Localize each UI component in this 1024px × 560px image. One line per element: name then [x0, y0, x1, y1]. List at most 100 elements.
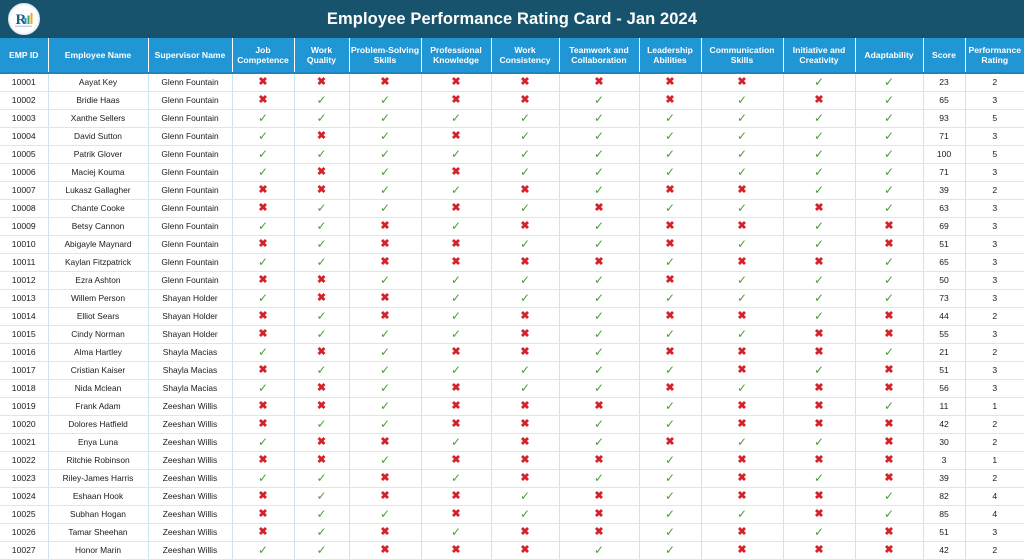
cell-teamwork-collaboration[interactable]: ✖ — [559, 253, 640, 272]
cell-job-competence[interactable]: ✖ — [232, 181, 295, 200]
table-row[interactable]: 10001 Aayat Key Glenn Fountain ✖ ✖ ✖ ✖ ✖ ✖ ✖ ✖ ✓ ✓ 23… — [0, 73, 1024, 92]
cell-work-quality[interactable]: ✓ — [294, 505, 350, 524]
table-row[interactable]: 10016 Alma Hartley Shayla Macias ✓ ✖ ✓ ✖ ✖ ✓ ✖ ✖ ✖ ✓… — [0, 343, 1024, 362]
cell-job-competence[interactable]: ✖ — [232, 397, 295, 416]
cell-initiative-creativity[interactable]: ✓ — [783, 109, 856, 128]
cell-teamwork-collaboration[interactable]: ✓ — [559, 361, 640, 380]
table-row[interactable]: 10005 Patrik Glover Glenn Fountain ✓ ✓ ✓ ✓ ✓ ✓ ✓ ✓… — [0, 145, 1024, 164]
cell-job-competence[interactable]: ✖ — [232, 199, 295, 218]
cell-initiative-creativity[interactable]: ✓ — [783, 217, 856, 236]
cell-problem-solving-skills[interactable]: ✖ — [349, 541, 422, 560]
cell-leadership-abilities[interactable]: ✓ — [639, 469, 702, 488]
cell-professional-knowledge[interactable]: ✖ — [421, 199, 492, 218]
cell-problem-solving-skills[interactable]: ✖ — [349, 235, 422, 254]
cell-adaptability[interactable]: ✖ — [855, 379, 924, 398]
cell-adaptability[interactable]: ✓ — [855, 181, 924, 200]
cell-work-consistency[interactable]: ✓ — [491, 505, 560, 524]
cell-communication-skills[interactable]: ✓ — [701, 235, 784, 254]
cell-work-consistency[interactable]: ✖ — [491, 523, 560, 542]
cell-problem-solving-skills[interactable]: ✖ — [349, 253, 422, 272]
cell-adaptability[interactable]: ✖ — [855, 451, 924, 470]
cell-job-competence[interactable]: ✖ — [232, 361, 295, 380]
table-row[interactable]: 10021 Enya Luna Zeeshan Willis ✓ ✖ ✖ ✓ ✖ ✓ ✖ ✓ ✓ ✖ 30… — [0, 433, 1024, 452]
cell-adaptability[interactable]: ✓ — [855, 127, 924, 146]
table-row[interactable]: 10009 Betsy Cannon Glenn Fountain ✓ ✓ ✖ ✓ ✖ ✓ ✖ ✖ ✓… — [0, 217, 1024, 236]
cell-job-competence[interactable]: ✖ — [232, 91, 295, 110]
cell-communication-skills[interactable]: ✓ — [701, 163, 784, 182]
col-header-score[interactable]: Score — [923, 38, 966, 74]
cell-teamwork-collaboration[interactable]: ✓ — [559, 415, 640, 434]
cell-communication-skills[interactable]: ✖ — [701, 307, 784, 326]
cell-problem-solving-skills[interactable]: ✖ — [349, 307, 422, 326]
cell-problem-solving-skills[interactable]: ✓ — [349, 163, 422, 182]
cell-leadership-abilities[interactable]: ✓ — [639, 253, 702, 272]
col-header-professional-knowledge[interactable]: Professional Knowledge — [421, 38, 492, 74]
cell-adaptability[interactable]: ✖ — [855, 217, 924, 236]
cell-job-competence[interactable]: ✓ — [232, 379, 295, 398]
col-header-work-quality[interactable]: Work Quality — [294, 38, 350, 74]
cell-communication-skills[interactable]: ✖ — [701, 415, 784, 434]
cell-professional-knowledge[interactable]: ✖ — [421, 505, 492, 524]
table-row[interactable]: 10024 Eshaan Hook Zeeshan Willis ✖ ✓ ✖ ✖ ✓ ✖ ✓ ✖ ✖ ✓… — [0, 487, 1024, 506]
cell-initiative-creativity[interactable]: ✓ — [783, 235, 856, 254]
cell-leadership-abilities[interactable]: ✖ — [639, 379, 702, 398]
cell-adaptability[interactable]: ✖ — [855, 361, 924, 380]
table-row[interactable]: 10015 Cindy Norman Shayan Holder ✖ ✓ ✓ ✓ ✖ ✓ ✓ ✓ ✖ ✖… — [0, 325, 1024, 344]
col-header-emp-id[interactable]: EMP ID — [0, 38, 49, 74]
table-row[interactable]: 10014 Elliot Sears Shayan Holder ✖ ✓ ✖ ✓ ✖ ✓ ✖ ✖ ✓ ✖… — [0, 307, 1024, 326]
table-row[interactable]: 10007 Lukasz Gallagher Glenn Fountain ✖ ✖ ✓ ✓ ✖… — [0, 181, 1024, 200]
cell-work-quality[interactable]: ✓ — [294, 199, 350, 218]
cell-teamwork-collaboration[interactable]: ✖ — [559, 199, 640, 218]
cell-problem-solving-skills[interactable]: ✓ — [349, 415, 422, 434]
cell-job-competence[interactable]: ✖ — [232, 523, 295, 542]
col-header-leadership[interactable]: Leadership Abilities — [639, 38, 702, 74]
cell-teamwork-collaboration[interactable]: ✓ — [559, 109, 640, 128]
cell-work-consistency[interactable]: ✖ — [491, 217, 560, 236]
cell-adaptability[interactable]: ✖ — [855, 469, 924, 488]
cell-leadership-abilities[interactable]: ✓ — [639, 541, 702, 560]
cell-communication-skills[interactable]: ✓ — [701, 109, 784, 128]
cell-professional-knowledge[interactable]: ✓ — [421, 289, 492, 308]
cell-job-competence[interactable]: ✓ — [232, 541, 295, 560]
cell-leadership-abilities[interactable]: ✓ — [639, 361, 702, 380]
cell-teamwork-collaboration[interactable]: ✓ — [559, 433, 640, 452]
cell-leadership-abilities[interactable]: ✓ — [639, 415, 702, 434]
cell-professional-knowledge[interactable]: ✖ — [421, 397, 492, 416]
cell-leadership-abilities[interactable]: ✖ — [639, 73, 702, 92]
cell-work-quality[interactable]: ✓ — [294, 91, 350, 110]
cell-adaptability[interactable]: ✓ — [855, 289, 924, 308]
cell-communication-skills[interactable]: ✖ — [701, 469, 784, 488]
cell-problem-solving-skills[interactable]: ✓ — [349, 91, 422, 110]
cell-teamwork-collaboration[interactable]: ✖ — [559, 505, 640, 524]
cell-initiative-creativity[interactable]: ✖ — [783, 379, 856, 398]
cell-initiative-creativity[interactable]: ✖ — [783, 343, 856, 362]
cell-work-quality[interactable]: ✖ — [294, 163, 350, 182]
cell-work-quality[interactable]: ✓ — [294, 109, 350, 128]
cell-work-consistency[interactable]: ✓ — [491, 487, 560, 506]
cell-work-consistency[interactable]: ✖ — [491, 541, 560, 560]
cell-adaptability[interactable]: ✓ — [855, 487, 924, 506]
cell-job-competence[interactable]: ✓ — [232, 127, 295, 146]
cell-communication-skills[interactable]: ✓ — [701, 271, 784, 290]
cell-work-quality[interactable]: ✓ — [294, 415, 350, 434]
cell-professional-knowledge[interactable]: ✓ — [421, 109, 492, 128]
cell-work-consistency[interactable]: ✓ — [491, 109, 560, 128]
cell-teamwork-collaboration[interactable]: ✓ — [559, 379, 640, 398]
cell-problem-solving-skills[interactable]: ✓ — [349, 145, 422, 164]
cell-teamwork-collaboration[interactable]: ✓ — [559, 163, 640, 182]
table-row[interactable]: 10019 Frank Adam Zeeshan Willis ✖ ✖ ✓ ✖ ✖ ✖ ✓ ✖ ✖ ✓ 1… — [0, 397, 1024, 416]
cell-work-consistency[interactable]: ✖ — [491, 73, 560, 92]
cell-problem-solving-skills[interactable]: ✓ — [349, 397, 422, 416]
cell-problem-solving-skills[interactable]: ✓ — [349, 505, 422, 524]
cell-work-quality[interactable]: ✖ — [294, 397, 350, 416]
col-header-teamwork[interactable]: Teamwork and Collaboration — [559, 38, 640, 74]
cell-teamwork-collaboration[interactable]: ✓ — [559, 127, 640, 146]
cell-work-quality[interactable]: ✓ — [294, 145, 350, 164]
cell-job-competence[interactable]: ✖ — [232, 325, 295, 344]
cell-job-competence[interactable]: ✖ — [232, 73, 295, 92]
cell-work-consistency[interactable]: ✖ — [491, 307, 560, 326]
col-header-performance-rating[interactable]: Performance Rating — [965, 38, 1024, 74]
cell-professional-knowledge[interactable]: ✖ — [421, 487, 492, 506]
cell-leadership-abilities[interactable]: ✖ — [639, 433, 702, 452]
cell-communication-skills[interactable]: ✖ — [701, 217, 784, 236]
